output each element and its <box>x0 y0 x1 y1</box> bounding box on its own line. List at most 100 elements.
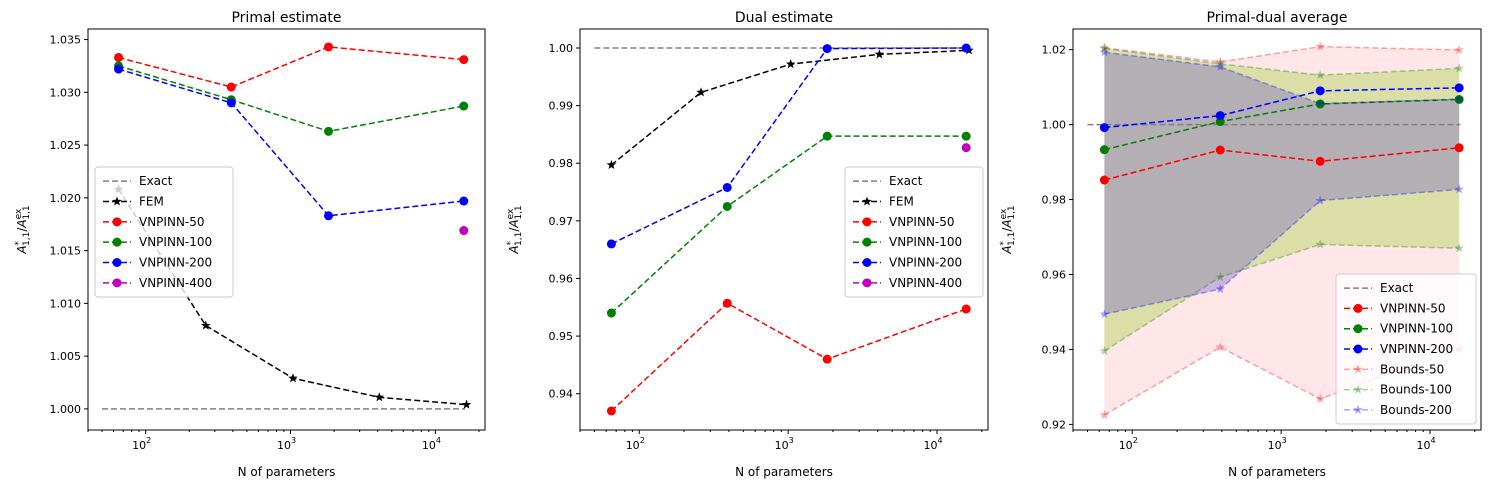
fem-point <box>461 399 472 409</box>
legend-marker-vnpinn-400 <box>862 278 872 288</box>
legend-label-vnpinn-400: VNPINN-400 <box>139 276 212 290</box>
bounds-50-upper-point <box>1215 56 1225 67</box>
fem-point <box>201 320 211 330</box>
legend-marker-vnpinn-50 <box>1353 303 1363 313</box>
y-tick-label: 1.035 <box>50 34 82 47</box>
legend-label-bounds-100: Bounds-100 <box>1380 383 1452 397</box>
series-vnpinn-50 <box>1099 143 1464 185</box>
vnpinn-50-point <box>226 82 236 92</box>
x-tick-label: 104 <box>422 436 441 452</box>
legend-marker-vnpinn-50 <box>112 217 122 227</box>
legend-marker-vnpinn-200 <box>1353 344 1363 354</box>
legend-marker-bounds-50 <box>1353 364 1363 374</box>
series-bounds-200 <box>1099 47 1464 319</box>
bounds-100-lower-point <box>1315 239 1325 249</box>
fem-point <box>606 159 617 170</box>
vnpinn-50-line <box>1104 147 1460 181</box>
panel-primal-estimate: 1.000 1.005 1.010 1.015 1.020 1.025 1.030 1.035… <box>14 10 486 479</box>
y-tick-label: 1.025 <box>50 139 82 152</box>
fem-point <box>288 373 298 383</box>
vnpinn-200-point <box>822 44 832 54</box>
vnpinn-100-point <box>1315 99 1325 109</box>
legend: Exact VNPINN-50 VNPINN-100 VNPINN-200 Bounds… <box>1335 273 1477 425</box>
y-tick-label: 0.94 <box>1042 343 1067 356</box>
axes-frame <box>579 28 989 431</box>
y-tick-label: 0.99 <box>549 100 574 113</box>
legend-marker-vnpinn-100 <box>112 237 122 247</box>
bounds-200-lower-point <box>1454 184 1464 194</box>
legend-marker-bounds-200 <box>1353 404 1363 414</box>
y-tick-label: 0.98 <box>1042 194 1067 207</box>
bounds-50-upper-point <box>1315 41 1325 51</box>
bounds-100-upper-point <box>1454 63 1464 73</box>
vnpinn-200-point <box>961 43 971 53</box>
legend-label-vnpinn-100: VNPINN-100 <box>139 235 212 249</box>
y-tick-label: 0.94 <box>549 388 574 401</box>
y-axis-label: A*1,1/Aex1,1 <box>14 205 32 254</box>
bounds-50-lower-point <box>1099 410 1110 420</box>
y-tick-label: 1.000 <box>50 403 82 416</box>
legend-label-exact: Exact <box>889 174 923 188</box>
bounds-200-upper-point <box>1099 47 1110 57</box>
vnpinn-100-line <box>118 65 464 133</box>
fem-point <box>374 392 385 402</box>
series-vnpinn-50 <box>606 298 971 416</box>
legend-label-bounds-50: Bounds-50 <box>1380 362 1444 376</box>
vnpinn-100-point <box>1099 145 1109 155</box>
series-bounds-100 <box>1099 43 1464 355</box>
vnpinn-200-line <box>611 47 967 245</box>
x-tick-label: 103 <box>1268 436 1287 452</box>
bounds-100-upper-point <box>1099 43 1110 53</box>
fem-point <box>785 59 796 69</box>
legend-marker-fem <box>112 196 122 206</box>
fem-point <box>874 49 885 59</box>
bounds-200-upper-line <box>1104 51 1460 105</box>
legend-box <box>1335 273 1477 425</box>
x-tick-label: 103 <box>775 436 794 452</box>
panel-dual-estimate: 0.94 0.95 0.96 0.97 0.98 0.99 1.00 102 103 104 Dua… <box>506 10 989 479</box>
vnpinn-100-point <box>459 101 469 111</box>
panel-primal-dual-average: 0.92 0.94 0.96 0.98 1.00 1.02 102 103 104 Primal-… <box>999 10 1482 479</box>
y-tick-label: 0.95 <box>549 330 574 343</box>
bounds-200-upper-point <box>1215 61 1225 71</box>
vnpinn-400-point <box>459 226 469 236</box>
x-axis-label: N of parameters <box>1228 465 1326 479</box>
x-tick-label: 102 <box>132 436 151 452</box>
legend-label-vnpinn-50: VNPINN-50 <box>139 215 205 229</box>
legend-marker-vnpinn-400 <box>112 278 122 288</box>
bounds-50-upper-point <box>1454 44 1464 55</box>
x-tick-label: 104 <box>1416 436 1435 452</box>
vnpinn-50-point <box>1454 143 1464 153</box>
vnpinn-50-point <box>1215 145 1225 155</box>
legend-label-fem: FEM <box>889 195 914 209</box>
bounds-200-lower-point <box>1315 195 1325 205</box>
vnpinn-200-point <box>1315 86 1325 96</box>
vnpinn-200-point <box>1215 111 1225 121</box>
legend-box <box>844 166 984 298</box>
series-vnpinn-400 <box>961 143 971 153</box>
chart-title: Primal estimate <box>231 10 341 26</box>
bounds-200-lower-point <box>1099 309 1110 319</box>
bounds-50-upper-line <box>1104 45 1460 63</box>
vnpinn-50-point <box>722 298 732 308</box>
chart-title: Primal-dual average <box>1207 10 1348 26</box>
vnpinn-200-line <box>1104 87 1460 129</box>
vnpinn-200-point <box>1454 83 1464 93</box>
vnpinn-200-point <box>324 211 334 221</box>
bounds-50-lower-point <box>1215 342 1225 352</box>
fem-line <box>610 49 970 166</box>
series-vnpinn-100 <box>114 61 469 136</box>
y-tick-label: 0.97 <box>549 215 574 228</box>
y-tick-label: 1.020 <box>50 192 82 205</box>
x-axis-label: N of parameters <box>238 465 336 479</box>
vnpinn-200-point <box>459 196 469 206</box>
legend-label-fem: FEM <box>139 195 164 209</box>
fem-point <box>696 87 706 97</box>
vnpinn-50-line <box>610 302 967 412</box>
legend-marker-vnpinn-50 <box>862 217 872 227</box>
vnpinn-400-point <box>961 143 971 153</box>
vnpinn-50-point <box>606 406 616 416</box>
vnpinn-50-line <box>118 46 464 88</box>
legend-label-vnpinn-50: VNPINN-50 <box>889 215 955 229</box>
vnpinn-200-point <box>722 182 732 192</box>
